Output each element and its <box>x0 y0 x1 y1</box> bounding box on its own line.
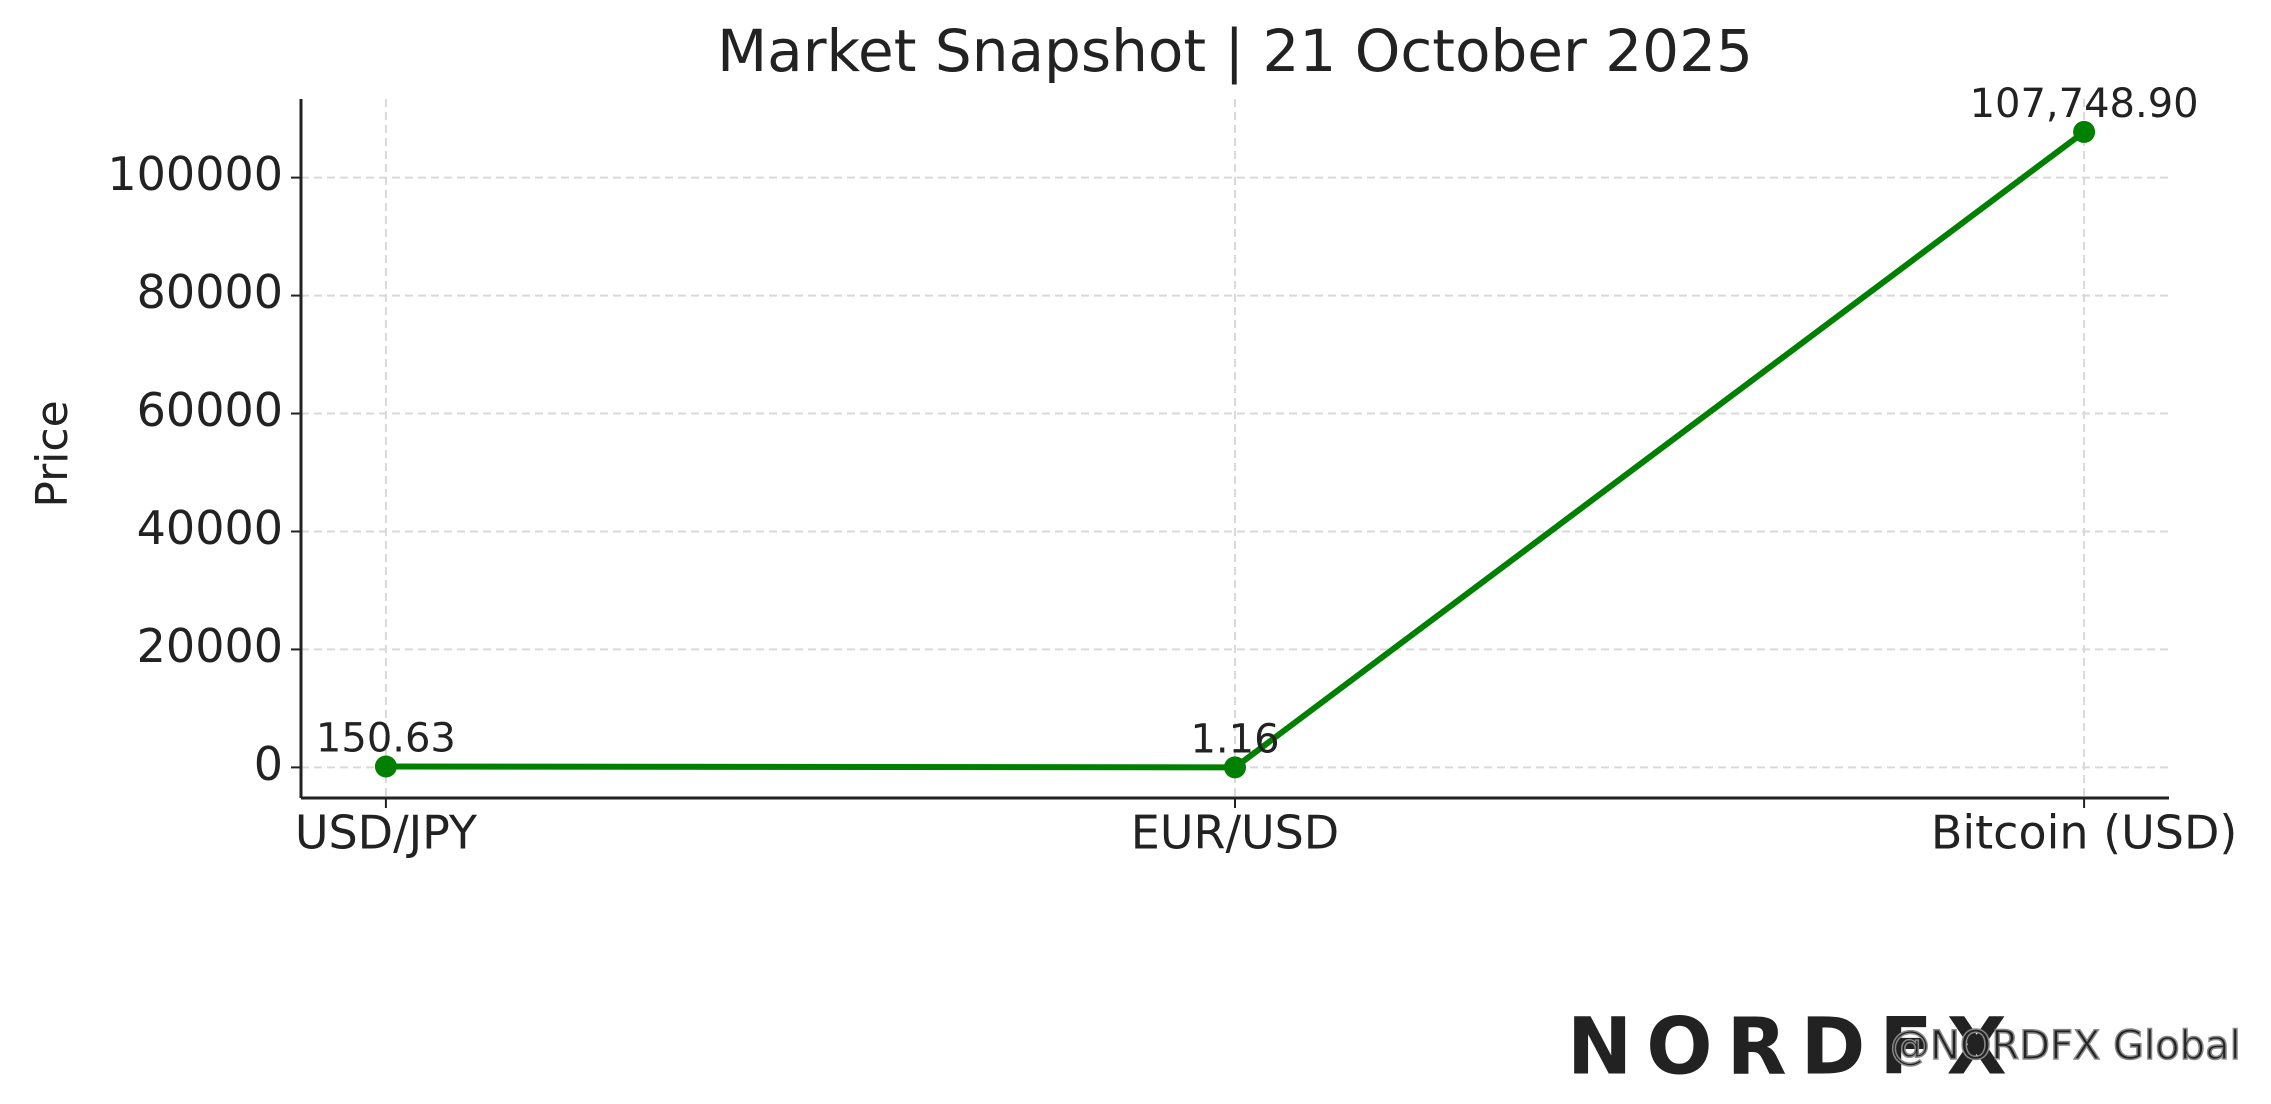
point <box>2073 120 2096 143</box>
value-label: 150.63 <box>316 716 456 762</box>
x-tick-label: EUR/USD <box>1131 806 1339 860</box>
value-label: 1.16 <box>1190 716 1279 762</box>
y-tick-label: 20000 <box>137 619 283 673</box>
y-axis-label: Price <box>27 400 78 507</box>
point <box>374 755 397 778</box>
y-tick-label: 40000 <box>137 501 283 555</box>
y-tick-label: 100000 <box>107 147 283 201</box>
point <box>1224 756 1246 779</box>
chart-title: Market Snapshot | 21 October 2025 <box>717 17 1753 85</box>
y-tick-label: 80000 <box>137 265 283 319</box>
y-tick-label: 0 <box>254 737 283 791</box>
x-tick-label: USD/JPY <box>295 806 478 860</box>
watermark-logo: NORDFX <box>1567 1002 2021 1092</box>
watermark-handle: @NORDFX Global <box>1890 1023 2241 1069</box>
x-tick-label: Bitcoin (USD) <box>1931 806 2238 860</box>
value-label: 107,748.90 <box>1970 81 2199 127</box>
y-tick-label: 60000 <box>137 383 283 437</box>
